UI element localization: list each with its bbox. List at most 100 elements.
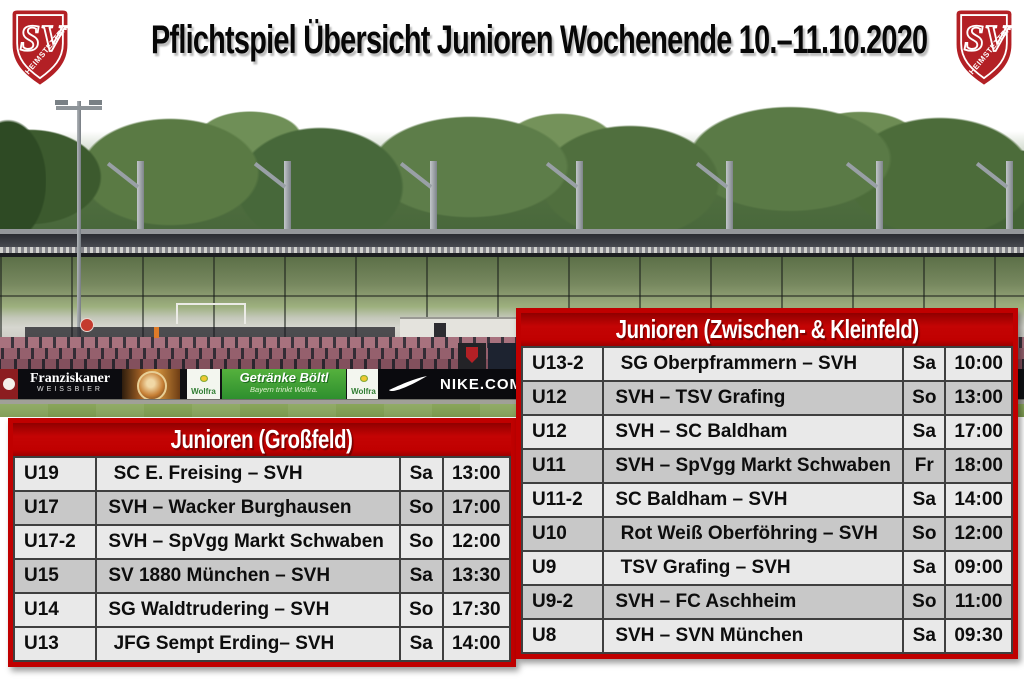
banner-text: Wolfra bbox=[191, 387, 216, 396]
cell-match: SVH – Wacker Burghausen bbox=[95, 490, 401, 526]
cell-match: SVH – SVN München bbox=[602, 618, 905, 654]
cell-team: U9 bbox=[520, 550, 605, 586]
cell-match: SVH – TSV Grafing bbox=[602, 380, 905, 416]
roof-mast bbox=[1006, 161, 1013, 235]
roof-mast bbox=[876, 161, 883, 235]
club-crest-left: SV HEIMSTETTEN bbox=[12, 10, 69, 85]
cell-time: 11:00 bbox=[944, 584, 1013, 620]
cell-team: U12 bbox=[520, 380, 605, 416]
cell-time: 09:30 bbox=[944, 618, 1013, 654]
cell-day: Sa bbox=[398, 456, 444, 492]
table-row: U12 SVH – SC Baldham Sa 17:00 bbox=[520, 414, 1013, 450]
banner-text: Wolfra bbox=[351, 387, 376, 396]
cell-day: So bbox=[902, 380, 947, 416]
cell-team: U12 bbox=[520, 414, 605, 450]
red-sign bbox=[80, 318, 94, 332]
ad-banner-wolfra-right: Wolfra bbox=[347, 369, 380, 399]
table-row: U10 Rot Weiß Oberföhring – SVH So 12:00 bbox=[520, 516, 1013, 552]
cell-day: So bbox=[902, 516, 947, 552]
table-kleinfeld: Junioren (Zwischen- & Kleinfeld) U13-2 S… bbox=[516, 308, 1018, 659]
table-grossfeld-title: Junioren (Großfeld) bbox=[13, 423, 511, 456]
banner-text: Getränke Böltl bbox=[239, 370, 329, 385]
cell-time: 17:30 bbox=[441, 592, 512, 628]
cell-team: U9-2 bbox=[520, 584, 605, 620]
cell-time: 14:00 bbox=[441, 626, 512, 662]
table-row: U17 SVH – Wacker Burghausen So 17:00 bbox=[12, 490, 512, 526]
wolfra-logo-icon bbox=[199, 375, 208, 382]
cell-day: Fr bbox=[902, 448, 947, 484]
cell-time: 17:00 bbox=[441, 490, 512, 526]
table-row: U17-2 SVH – SpVgg Markt Schwaben So 12:00 bbox=[12, 524, 512, 560]
cell-team: U15 bbox=[12, 558, 98, 594]
walkway bbox=[0, 399, 1024, 404]
table-row: U19 SC E. Freising – SVH Sa 13:00 bbox=[12, 456, 512, 492]
cell-match: SVH – SpVgg Markt Schwaben bbox=[602, 448, 905, 484]
goal-frame bbox=[176, 303, 246, 324]
banner-text: WEISSBIER bbox=[37, 386, 103, 393]
notice-board bbox=[488, 343, 516, 369]
cell-time: 10:00 bbox=[944, 346, 1013, 382]
windbreak-panels bbox=[25, 327, 395, 340]
banner-text: NIKE.COM bbox=[440, 376, 523, 393]
cell-time: 13:30 bbox=[441, 558, 512, 594]
table-grossfeld: Junioren (Großfeld) U19 SC E. Freising –… bbox=[8, 418, 516, 667]
cell-match: JFG Sempt Erding– SVH bbox=[95, 626, 401, 662]
cell-time: 12:00 bbox=[944, 516, 1013, 552]
page-title: Pflichtspiel Übersicht Junioren Wochenen… bbox=[150, 18, 928, 62]
cell-team: U17-2 bbox=[12, 524, 98, 560]
roof-shadow bbox=[0, 253, 1024, 257]
cell-day: Sa bbox=[902, 482, 947, 518]
mini-crest bbox=[466, 347, 478, 363]
table-row: U12 SVH – TSV Grafing So 13:00 bbox=[520, 380, 1013, 416]
cell-team: U10 bbox=[520, 516, 605, 552]
cell-day: So bbox=[398, 592, 444, 628]
table-row: U11 SVH – SpVgg Markt Schwaben Fr 18:00 bbox=[520, 448, 1013, 484]
ad-banner-wolfra-left: Wolfra bbox=[187, 369, 220, 399]
nike-swoosh-icon bbox=[389, 376, 427, 391]
franziskaner-emblem-icon bbox=[122, 369, 180, 401]
table-row: U14 SG Waldtrudering – SVH So 17:30 bbox=[12, 592, 512, 628]
floodlight-crossbar bbox=[56, 106, 102, 110]
table-title-text: Junioren (Großfeld) bbox=[171, 424, 353, 454]
cell-day: Sa bbox=[902, 550, 947, 586]
ad-banner-franziskaner: Franziskaner WEISSBIER bbox=[18, 369, 122, 399]
cell-team: U19 bbox=[12, 456, 98, 492]
wolfra-logo-icon bbox=[359, 375, 368, 382]
cell-time: 18:00 bbox=[944, 448, 1013, 484]
ad-banner-getraenke-boeltl: Getränke Böltl Bayern trinkt Wolfra. bbox=[222, 369, 346, 399]
cell-team: U13-2 bbox=[520, 346, 605, 382]
cell-team: U8 bbox=[520, 618, 605, 654]
cell-match: SC Baldham – SVH bbox=[602, 482, 905, 518]
roof-mast bbox=[576, 161, 583, 235]
roof-mast bbox=[137, 161, 144, 235]
club-crest-right: SV HEIMSTETTEN bbox=[956, 10, 1013, 85]
orange-cone bbox=[154, 327, 159, 338]
floodlight-lamp bbox=[89, 100, 102, 105]
cell-match: SVH – FC Aschheim bbox=[602, 584, 905, 620]
cell-day: So bbox=[398, 490, 444, 526]
cell-time: 13:00 bbox=[441, 456, 512, 492]
cell-team: U11 bbox=[520, 448, 605, 484]
cell-match: SG Oberpframmern – SVH bbox=[602, 346, 905, 382]
cell-time: 14:00 bbox=[944, 482, 1013, 518]
roof-corrugation bbox=[0, 247, 1024, 253]
crest-initials: SV bbox=[964, 18, 1011, 59]
table-row: U15 SV 1880 München – SVH Sa 13:30 bbox=[12, 558, 512, 594]
cell-time: 09:00 bbox=[944, 550, 1013, 586]
floodlight-lamp bbox=[55, 100, 68, 105]
table-row: U9 TSV Grafing – SVH Sa 09:00 bbox=[520, 550, 1013, 586]
banner-text: Franziskaner bbox=[29, 371, 111, 386]
table-row: U11-2 SC Baldham – SVH Sa 14:00 bbox=[520, 482, 1013, 518]
roof-edge bbox=[0, 229, 1024, 234]
table-row: U13 JFG Sempt Erding– SVH Sa 14:00 bbox=[12, 626, 512, 662]
cell-match: SVH – SC Baldham bbox=[602, 414, 905, 450]
cell-team: U14 bbox=[12, 592, 98, 628]
fixtures-table-kleinfeld: U13-2 SG Oberpframmern – SVH Sa 10:00 U12 SV… bbox=[520, 346, 1013, 654]
cell-time: 13:00 bbox=[944, 380, 1013, 416]
cell-day: Sa bbox=[398, 626, 444, 662]
cell-day: Sa bbox=[902, 618, 947, 654]
table-title-text: Junioren (Zwischen- & Kleinfeld) bbox=[615, 314, 919, 344]
cell-match: Rot Weiß Oberföhring – SVH bbox=[602, 516, 905, 552]
cell-time: 12:00 bbox=[441, 524, 512, 560]
